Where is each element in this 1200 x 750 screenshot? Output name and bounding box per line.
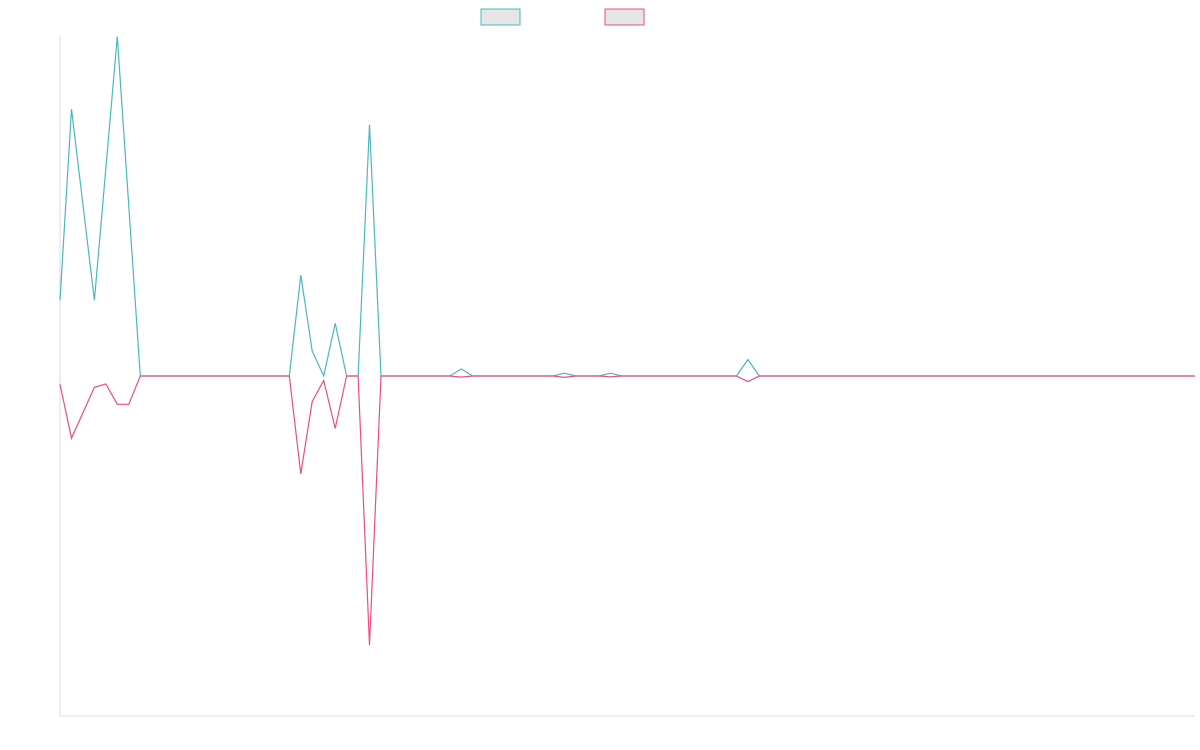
legend-swatch-2[interactable]: [604, 8, 645, 26]
chart-axes: [59, 36, 1195, 717]
legend-swatch-1[interactable]: [480, 8, 521, 26]
plot-area: [59, 36, 1195, 646]
series-line-1: [59, 36, 1195, 378]
series-line-2: [59, 375, 1195, 646]
legend[interactable]: [480, 8, 645, 26]
